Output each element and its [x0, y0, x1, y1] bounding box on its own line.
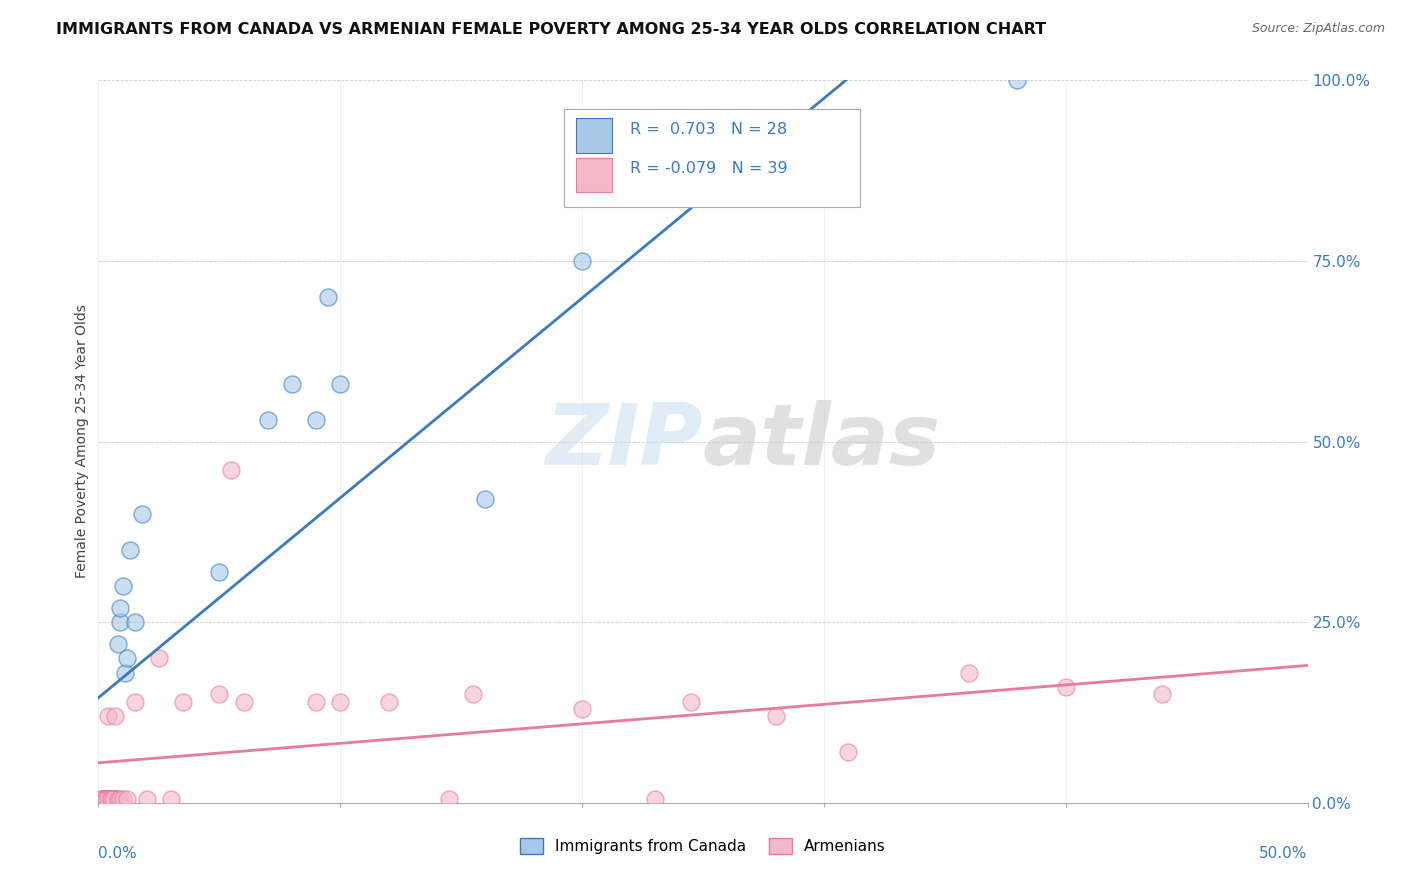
FancyBboxPatch shape: [576, 158, 613, 193]
Point: [108, 792, 131, 806]
Point: [1007, 73, 1029, 87]
Point: [208, 687, 231, 701]
Point: [104, 709, 127, 723]
Point: [107, 792, 129, 806]
Point: [957, 665, 980, 680]
Point: [1152, 687, 1174, 701]
Point: [97, 792, 120, 806]
Text: R =  0.703   N = 28: R = 0.703 N = 28: [630, 122, 787, 137]
Point: [97, 792, 120, 806]
Point: [90, 792, 112, 806]
Point: [463, 687, 485, 701]
Point: [232, 695, 254, 709]
Point: [329, 695, 352, 709]
Point: [571, 702, 593, 716]
Point: [117, 651, 139, 665]
Point: [124, 615, 146, 630]
Point: [131, 507, 153, 521]
Point: [377, 695, 399, 709]
Text: 0.0%: 0.0%: [98, 847, 138, 861]
Point: [281, 376, 304, 391]
Point: [305, 695, 328, 709]
Point: [94, 792, 117, 806]
Y-axis label: Female Poverty Among 25-34 Year Olds: Female Poverty Among 25-34 Year Olds: [76, 304, 90, 579]
Point: [97, 709, 120, 723]
Point: [100, 792, 122, 806]
Point: [101, 792, 124, 806]
Point: [101, 792, 124, 806]
Point: [114, 665, 136, 680]
Point: [208, 565, 231, 579]
Point: [107, 637, 129, 651]
Point: [256, 413, 278, 427]
Point: [100, 792, 122, 806]
Point: [305, 413, 328, 427]
Point: [571, 253, 593, 268]
Point: [148, 651, 170, 665]
Text: R = -0.079   N = 39: R = -0.079 N = 39: [630, 161, 789, 177]
Text: atlas: atlas: [703, 400, 941, 483]
Point: [118, 542, 141, 557]
Text: ZIP: ZIP: [546, 400, 703, 483]
Point: [172, 695, 194, 709]
Point: [94, 792, 117, 806]
Point: [107, 792, 129, 806]
FancyBboxPatch shape: [576, 118, 613, 153]
Point: [91, 792, 114, 806]
Point: [124, 695, 146, 709]
Point: [644, 792, 666, 806]
Point: [91, 792, 114, 806]
Point: [100, 792, 122, 806]
Point: [100, 792, 122, 806]
Point: [97, 792, 120, 806]
Point: [91, 792, 114, 806]
Point: [679, 695, 702, 709]
Point: [221, 463, 243, 477]
Point: [108, 600, 131, 615]
Point: [160, 792, 183, 806]
Point: [111, 792, 134, 806]
Text: Source: ZipAtlas.com: Source: ZipAtlas.com: [1251, 22, 1385, 36]
Point: [765, 709, 787, 723]
Point: [90, 792, 112, 806]
Point: [474, 492, 496, 507]
Legend: Immigrants from Canada, Armenians: Immigrants from Canada, Armenians: [513, 832, 893, 860]
Text: 50.0%: 50.0%: [1260, 847, 1308, 861]
Point: [94, 792, 117, 806]
Point: [104, 792, 127, 806]
Point: [94, 792, 117, 806]
Point: [111, 579, 134, 593]
Point: [329, 376, 352, 391]
Point: [837, 745, 859, 759]
Point: [94, 792, 117, 806]
Point: [108, 615, 131, 630]
Point: [1054, 680, 1077, 694]
Point: [91, 792, 114, 806]
Point: [316, 290, 339, 304]
FancyBboxPatch shape: [564, 109, 860, 207]
Text: IMMIGRANTS FROM CANADA VS ARMENIAN FEMALE POVERTY AMONG 25-34 YEAR OLDS CORRELAT: IMMIGRANTS FROM CANADA VS ARMENIAN FEMAL…: [56, 22, 1046, 37]
Point: [135, 792, 157, 806]
Point: [437, 792, 460, 806]
Point: [117, 792, 139, 806]
